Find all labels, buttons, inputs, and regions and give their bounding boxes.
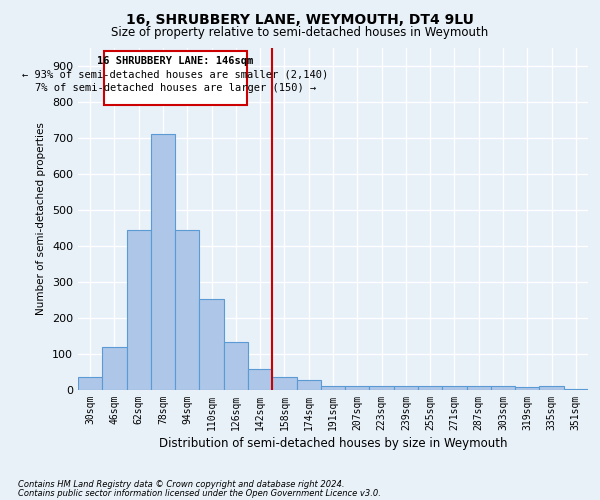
Bar (151, 134, 175, 390)
Bar (394, 386, 418, 390)
Bar (345, 386, 370, 390)
Bar (104, 51, 247, 105)
Bar (199, 299, 224, 390)
Text: 16 SHRUBBERY LANE: 146sqm: 16 SHRUBBERY LANE: 146sqm (97, 56, 253, 66)
Bar (418, 386, 442, 390)
Bar (539, 386, 564, 390)
Text: Contains HM Land Registry data © Crown copyright and database right 2024.: Contains HM Land Registry data © Crown c… (18, 480, 344, 489)
Bar (467, 386, 491, 390)
Bar (272, 376, 296, 390)
Bar (175, 230, 199, 390)
Bar (370, 386, 394, 390)
Bar (78, 378, 102, 390)
Text: ← 93% of semi-detached houses are smaller (2,140): ← 93% of semi-detached houses are smalle… (22, 70, 328, 80)
Bar (127, 230, 151, 390)
Bar (442, 386, 467, 390)
Bar (491, 386, 515, 390)
Text: 7% of semi-detached houses are larger (150) →: 7% of semi-detached houses are larger (1… (35, 83, 316, 93)
Bar (564, 389, 588, 390)
Text: Size of property relative to semi-detached houses in Weymouth: Size of property relative to semi-detach… (112, 26, 488, 39)
Bar (515, 388, 539, 390)
Bar (296, 380, 321, 390)
Bar (248, 370, 272, 390)
Text: 16, SHRUBBERY LANE, WEYMOUTH, DT4 9LU: 16, SHRUBBERY LANE, WEYMOUTH, DT4 9LU (126, 12, 474, 26)
Bar (321, 386, 345, 390)
Bar (224, 342, 248, 390)
Y-axis label: Number of semi-detached properties: Number of semi-detached properties (37, 122, 46, 315)
X-axis label: Distribution of semi-detached houses by size in Weymouth: Distribution of semi-detached houses by … (159, 437, 507, 450)
Bar (102, 348, 127, 390)
Text: Contains public sector information licensed under the Open Government Licence v3: Contains public sector information licen… (18, 489, 381, 498)
